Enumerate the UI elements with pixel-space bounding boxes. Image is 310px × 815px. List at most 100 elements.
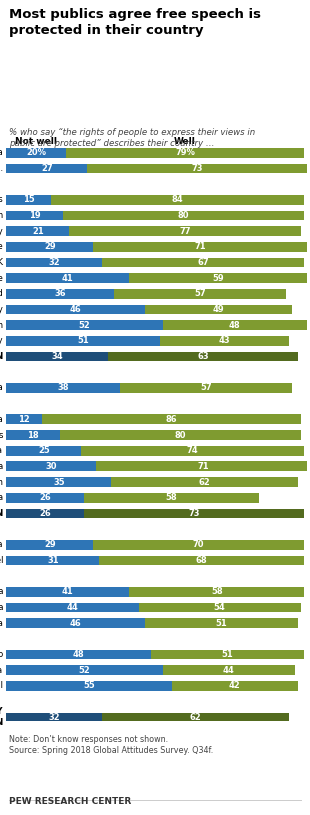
- Text: Philippines: Philippines: [0, 430, 3, 439]
- Text: 84: 84: [172, 196, 184, 205]
- Text: 57: 57: [200, 384, 212, 393]
- Text: Japan: Japan: [0, 478, 3, 487]
- Text: Most publics agree free speech is
protected in their country: Most publics agree free speech is protec…: [9, 8, 261, 37]
- Bar: [6, 430, 60, 440]
- Text: 52: 52: [78, 666, 90, 675]
- Text: 26: 26: [39, 509, 51, 518]
- Text: Indonesia: Indonesia: [0, 415, 3, 424]
- Bar: [130, 273, 307, 283]
- Text: 32: 32: [48, 712, 60, 721]
- Text: South Africa: South Africa: [0, 603, 3, 612]
- Bar: [6, 415, 42, 424]
- Text: 42: 42: [229, 681, 241, 690]
- Bar: [6, 211, 63, 220]
- Text: India: India: [0, 493, 3, 502]
- Bar: [6, 148, 66, 157]
- Text: Nigeria: Nigeria: [0, 619, 3, 628]
- Bar: [81, 446, 304, 456]
- Text: Argentina: Argentina: [0, 666, 3, 675]
- Bar: [112, 477, 298, 487]
- Bar: [6, 619, 144, 628]
- Bar: [6, 320, 162, 330]
- Bar: [100, 556, 304, 566]
- Bar: [6, 540, 93, 549]
- Bar: [6, 665, 162, 675]
- Text: 34: 34: [51, 352, 63, 361]
- Bar: [160, 336, 289, 346]
- Bar: [6, 164, 87, 174]
- Bar: [51, 195, 304, 205]
- Bar: [6, 352, 108, 361]
- Bar: [102, 713, 289, 721]
- Text: 44: 44: [66, 603, 78, 612]
- Bar: [87, 164, 307, 174]
- Text: 44: 44: [223, 666, 235, 675]
- Bar: [6, 713, 102, 721]
- Text: 21: 21: [32, 227, 44, 236]
- Text: 71: 71: [194, 242, 206, 251]
- Bar: [162, 665, 295, 675]
- Text: 41: 41: [62, 588, 74, 597]
- Text: 80: 80: [178, 211, 189, 220]
- Text: Spain: Spain: [0, 321, 3, 330]
- Text: Italy: Italy: [0, 337, 3, 346]
- Text: Well: Well: [174, 137, 196, 146]
- Text: 27-COUNTRY
MEDIAN: 27-COUNTRY MEDIAN: [0, 707, 3, 727]
- Bar: [84, 509, 304, 518]
- Text: 71: 71: [197, 462, 209, 471]
- Bar: [6, 493, 84, 503]
- Bar: [93, 242, 307, 252]
- Text: 19: 19: [29, 211, 41, 220]
- Text: France: France: [0, 242, 3, 251]
- Text: 67: 67: [197, 258, 209, 267]
- Text: Canada: Canada: [0, 148, 3, 157]
- Text: 59: 59: [212, 274, 224, 283]
- Text: 73: 73: [188, 509, 200, 518]
- Text: 25: 25: [38, 446, 50, 455]
- Text: 51: 51: [221, 650, 233, 659]
- Text: 68: 68: [196, 556, 207, 565]
- Text: Israel: Israel: [0, 556, 3, 565]
- Text: 51: 51: [215, 619, 227, 628]
- Text: 29: 29: [44, 242, 55, 251]
- Bar: [6, 383, 121, 393]
- Bar: [6, 273, 130, 283]
- Text: % who say “the rights of people to express their views in
public are protected” : % who say “the rights of people to expre…: [9, 128, 255, 148]
- Bar: [6, 289, 114, 299]
- Text: UK: UK: [0, 258, 3, 267]
- Text: Russia: Russia: [0, 384, 3, 393]
- Bar: [6, 509, 84, 518]
- Text: Kenya: Kenya: [0, 588, 3, 597]
- Text: 27: 27: [41, 164, 53, 173]
- Bar: [121, 383, 292, 393]
- Bar: [42, 415, 301, 424]
- Bar: [162, 320, 307, 330]
- Bar: [6, 258, 102, 267]
- Text: South Korea: South Korea: [0, 462, 3, 471]
- Text: 57: 57: [194, 289, 206, 298]
- Bar: [6, 602, 139, 612]
- Text: Poland: Poland: [0, 289, 3, 298]
- Text: 46: 46: [69, 619, 81, 628]
- Bar: [144, 305, 292, 315]
- Text: 41: 41: [62, 274, 74, 283]
- Text: Sweden: Sweden: [0, 211, 3, 220]
- Bar: [139, 602, 301, 612]
- Bar: [6, 446, 81, 456]
- Text: 63: 63: [197, 352, 209, 361]
- Bar: [6, 477, 112, 487]
- Text: 70: 70: [193, 540, 204, 549]
- Text: Not well: Not well: [15, 137, 57, 146]
- Bar: [93, 540, 304, 549]
- Text: 20%: 20%: [26, 148, 46, 157]
- Text: Australia: Australia: [0, 446, 3, 455]
- Bar: [69, 227, 301, 236]
- Text: Greece: Greece: [0, 274, 3, 283]
- Bar: [96, 461, 310, 471]
- Text: 51: 51: [77, 337, 89, 346]
- Text: 30: 30: [46, 462, 57, 471]
- Text: U.S.: U.S.: [0, 164, 3, 173]
- Bar: [6, 227, 69, 236]
- Bar: [6, 336, 160, 346]
- Text: 73: 73: [191, 164, 203, 173]
